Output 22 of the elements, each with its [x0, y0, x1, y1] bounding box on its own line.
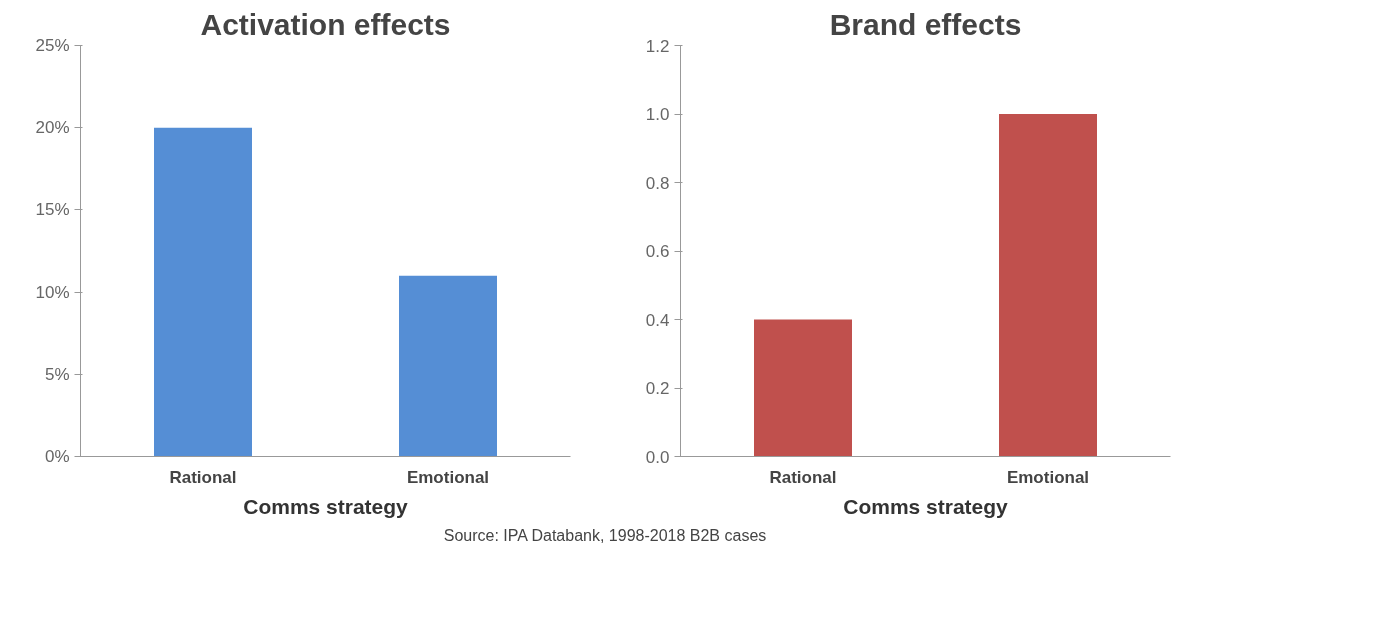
y-tick-label: 0.0 — [645, 447, 670, 467]
source-note: Source: IPA Databank, 1998-2018 B2B cases — [443, 526, 767, 546]
y-tick-label: 0.4 — [645, 310, 670, 330]
x-tick-label: Emotional — [406, 467, 490, 487]
x-tick-label: Rational — [169, 467, 237, 487]
y-tick-label: 1.0 — [645, 105, 670, 124]
y-tick-label: 5% — [44, 364, 70, 384]
x-axis-title: Comms strategy — [243, 494, 409, 518]
y-tick-label: 0.8 — [645, 173, 670, 193]
x-tick-label: Emotional — [1006, 467, 1090, 487]
y-tick-label: 20% — [35, 118, 70, 138]
y-tick-label: 1.2 — [645, 36, 670, 56]
chart-title: Activation effects — [200, 7, 451, 41]
chart-title: Brand effects — [829, 7, 1022, 41]
x-tick-label: Rational — [769, 467, 837, 487]
y-tick-label: 10% — [35, 282, 70, 302]
y-tick-label: 0.2 — [645, 379, 670, 398]
y-tick-label: 0% — [44, 447, 70, 466]
y-tick-label: 25% — [35, 36, 70, 55]
y-tick-label: 0.6 — [645, 242, 670, 261]
y-tick-label: 15% — [35, 200, 70, 220]
x-axis-title: Comms strategy — [843, 494, 1009, 518]
